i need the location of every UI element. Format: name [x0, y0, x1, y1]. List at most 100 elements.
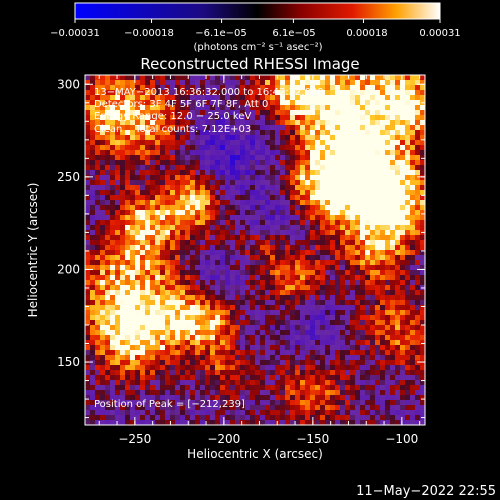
heatmap-pixel	[250, 380, 256, 386]
heatmap-pixel	[365, 235, 371, 241]
heatmap-pixel	[375, 215, 381, 221]
heatmap-pixel	[195, 170, 201, 176]
heatmap-pixel	[185, 340, 191, 346]
heatmap-pixel	[105, 200, 111, 206]
heatmap-pixel	[170, 230, 176, 236]
heatmap-pixel	[105, 330, 111, 336]
heatmap-pixel	[225, 155, 231, 161]
heatmap-pixel	[155, 255, 161, 261]
heatmap-pixel	[100, 215, 106, 221]
heatmap-pixel	[110, 170, 116, 176]
heatmap-pixel	[145, 375, 151, 381]
heatmap-pixel	[215, 255, 221, 261]
heatmap-pixel	[295, 115, 301, 121]
heatmap-pixel	[365, 165, 371, 171]
heatmap-pixel	[240, 80, 246, 86]
heatmap-pixel	[380, 345, 386, 351]
heatmap-pixel	[305, 310, 311, 316]
heatmap-pixel	[395, 190, 401, 196]
heatmap-pixel	[285, 115, 291, 121]
heatmap-pixel	[360, 405, 366, 411]
heatmap-pixel	[170, 130, 176, 136]
heatmap-pixel	[315, 345, 321, 351]
heatmap-pixel	[120, 325, 126, 331]
heatmap-pixel	[305, 335, 311, 341]
heatmap-pixel	[385, 95, 391, 101]
heatmap-pixel	[145, 320, 151, 326]
heatmap-pixel	[200, 315, 206, 321]
heatmap-pixel	[150, 415, 156, 421]
heatmap-pixel	[275, 205, 281, 211]
heatmap-pixel	[185, 105, 191, 111]
heatmap-pixel	[115, 415, 121, 421]
heatmap-pixel	[415, 395, 421, 401]
heatmap-pixel	[340, 240, 346, 246]
heatmap-pixel	[190, 170, 196, 176]
heatmap-pixel	[420, 390, 426, 396]
heatmap-pixel	[145, 185, 151, 191]
heatmap-pixel	[130, 220, 136, 226]
heatmap-pixel	[355, 110, 361, 116]
heatmap-pixel	[130, 110, 136, 116]
heatmap-pixel	[260, 145, 266, 151]
heatmap-pixel	[225, 90, 231, 96]
heatmap-pixel	[405, 165, 411, 171]
heatmap-pixel	[290, 415, 296, 421]
heatmap-pixel	[200, 345, 206, 351]
heatmap-pixel	[250, 105, 256, 111]
heatmap-pixel	[250, 160, 256, 166]
heatmap-pixel	[325, 145, 331, 151]
heatmap-pixel	[230, 80, 236, 86]
heatmap-pixel	[140, 390, 146, 396]
heatmap-pixel	[280, 75, 286, 81]
heatmap-pixel	[220, 215, 226, 221]
heatmap-pixel	[375, 85, 381, 91]
heatmap-pixel	[255, 100, 261, 106]
heatmap-pixel	[310, 245, 316, 251]
heatmap-pixel	[295, 405, 301, 411]
heatmap-pixel	[175, 135, 181, 141]
heatmap-pixel	[120, 135, 126, 141]
heatmap-pixel	[85, 335, 91, 341]
heatmap-pixel	[145, 205, 151, 211]
heatmap-pixel	[310, 285, 316, 291]
heatmap-pixel	[130, 80, 136, 86]
heatmap-pixel	[135, 390, 141, 396]
heatmap-pixel	[145, 215, 151, 221]
heatmap-pixel	[410, 200, 416, 206]
heatmap-pixel	[355, 230, 361, 236]
heatmap-pixel	[150, 150, 156, 156]
heatmap-pixel	[265, 330, 271, 336]
heatmap-pixel	[280, 260, 286, 266]
heatmap-pixel	[180, 370, 186, 376]
heatmap-pixel	[280, 320, 286, 326]
heatmap-pixel	[345, 170, 351, 176]
heatmap-pixel	[95, 285, 101, 291]
heatmap-pixel	[190, 145, 196, 151]
heatmap-pixel	[325, 150, 331, 156]
heatmap-pixel	[350, 405, 356, 411]
heatmap-pixel	[420, 155, 426, 161]
heatmap-pixel	[390, 150, 396, 156]
heatmap-pixel	[225, 220, 231, 226]
heatmap-pixel	[155, 310, 161, 316]
heatmap-pixel	[300, 265, 306, 271]
heatmap-pixel	[200, 375, 206, 381]
heatmap-pixel	[385, 280, 391, 286]
heatmap-pixel	[380, 225, 386, 231]
heatmap-pixel	[250, 375, 256, 381]
heatmap-pixel	[120, 175, 126, 181]
heatmap-pixel	[405, 185, 411, 191]
heatmap-pixel	[220, 350, 226, 356]
heatmap-pixel	[405, 180, 411, 186]
heatmap-pixel	[335, 315, 341, 321]
heatmap-pixel	[170, 330, 176, 336]
heatmap-pixel	[410, 170, 416, 176]
heatmap-pixel	[375, 200, 381, 206]
heatmap-pixel	[85, 170, 91, 176]
heatmap-pixel	[230, 265, 236, 271]
heatmap-pixel	[360, 125, 366, 131]
heatmap-pixel	[355, 90, 361, 96]
heatmap-pixel	[270, 300, 276, 306]
heatmap-pixel	[320, 395, 326, 401]
